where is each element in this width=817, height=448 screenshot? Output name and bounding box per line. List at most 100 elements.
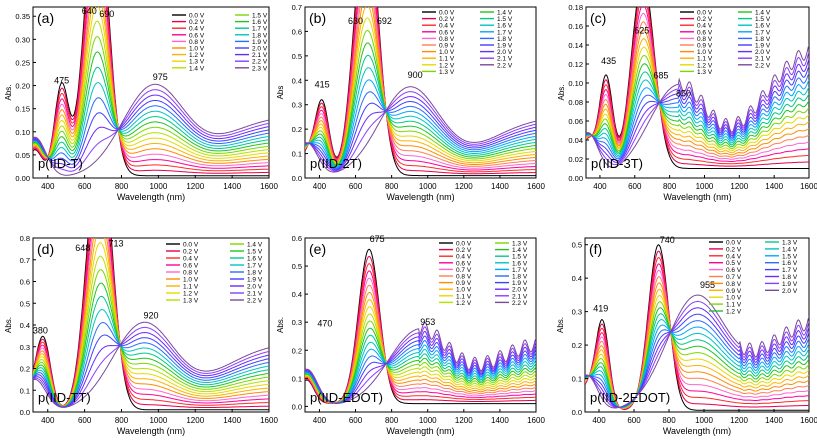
axes-frame [304,6,537,179]
peak-annotation: 675 [370,234,385,244]
spectrum-line [586,51,809,165]
spectrum-line [586,63,809,153]
legend-entry: 1.4 V [189,65,205,72]
axes-frame [32,6,270,179]
y-tick-label: 0.30 [15,35,30,44]
x-tick-label: 1000 [149,182,167,191]
legend-entry: 1.3 V [439,69,455,76]
y-tick-label: 0.10 [15,128,30,137]
legend-entry: 1.2 V [456,300,472,307]
legend-entry: 1.6 V [782,260,798,267]
legend-entry: 2.0 V [755,49,771,56]
spectrum-line [305,255,536,404]
legend-entry: 1.5 V [252,13,268,20]
legend-entry: 1.1 V [726,302,742,309]
y-tick-label: 0.05 [15,151,30,160]
y-tick-label: 0.18 [568,3,583,12]
legend-entry: 0.6 V [456,260,472,267]
curves [585,244,809,411]
x-tick-label: 1600 [527,416,545,425]
x-axis-label: Wavelength (nm) [386,192,454,202]
x-tick-label: 800 [662,416,676,425]
peak-annotation: 850 [676,88,691,98]
peak-annotation: 470 [317,318,332,328]
legend-entry: 1.2 V [439,62,455,69]
spectrum-line [33,82,269,159]
y-tick-label: 0.0 [572,408,582,417]
x-tick-label: 400 [593,182,607,191]
spectrum-line [586,46,809,152]
peak-annotation: 648 [75,243,90,253]
legend-entry: 2.0 V [252,46,268,53]
y-tick-label: 0.00 [568,174,583,183]
spectrum-line [33,321,269,408]
legend-entry: 0.4 V [726,253,742,260]
legend-entry: 1.9 V [497,43,513,50]
spectrum-line [586,79,809,157]
legend-entry: 1.7 V [782,267,798,274]
x-tick-label: 1400 [491,182,509,191]
spectrum-line [33,20,269,158]
legend-entry: 1.5 V [497,16,513,23]
spectrum-line [305,54,536,167]
spectrum-line [305,91,536,169]
curves [33,7,269,177]
legend-entry: 1.9 V [247,277,263,284]
panel-letter: (b) [309,10,326,26]
x-tick-label: 1000 [419,416,437,425]
legend-entry: 1.1 V [183,284,199,291]
y-tick-label: 0.5 [292,52,302,61]
legend-entry: 1.0 V [189,46,205,53]
legend-entry: 2.1 V [497,56,513,63]
y-tick-label: 0.06 [568,117,583,126]
spectrum-line [33,51,269,158]
x-tick-label: 1400 [491,416,509,425]
legend-entry: 0.8 V [726,281,742,288]
legend-entry: 2.2 V [252,59,268,66]
x-tick-label: 1600 [527,182,545,191]
legend-entry: 1.7 V [497,29,513,36]
spectrum-line [33,7,269,174]
panel-a: 400 600 800 1000 1200 1400 1600 0.00 0.05 0.10 0.1… [4,6,278,202]
legend-entry: 0.2 V [456,247,472,254]
x-tick-label: 400 [41,182,55,191]
y-tick-label: 0.4 [572,274,582,283]
y-axis-label: Abs. [276,317,285,333]
panel-e: 400 600 800 1000 1200 1400 1600 0.0 0.1 0.2 0.3 0.4… [276,234,545,436]
peak-annotation: 920 [143,310,158,320]
legend-entry: 1.8 V [497,36,513,43]
legend-entry: 0.0 V [697,10,713,17]
legend-entry: 0.6 V [726,267,742,274]
x-tick-label: 1000 [149,416,167,425]
y-tick-label: 0.4 [292,76,302,85]
x-tick-label: 1200 [455,416,473,425]
spectrum-line [33,295,269,408]
legend-entry: 1.5 V [247,249,263,256]
y-axis-label: Abs [276,86,285,100]
legend-entry: 1.7 V [755,29,771,36]
peak-annotation: 435 [601,56,616,66]
legend-entry: 2.0 V [247,284,263,291]
legend-entry: 1.0 V [697,49,713,56]
spectrum-line [33,7,269,162]
x-tick-label: 800 [115,182,129,191]
x-tick-label: 800 [385,416,399,425]
x-tick-label: 1000 [696,182,714,191]
x-tick-label: 400 [592,416,606,425]
y-tick-label: 0.6 [20,278,30,287]
y-tick-label: 0.0 [292,402,302,411]
y-tick-label: 0.2 [572,341,582,350]
y-tick-label: 0.6 [292,27,302,36]
spectrum-line [33,7,269,164]
polymer-label: p(IID-3T) [591,156,643,171]
panel-letter: (d) [37,241,54,257]
legend-entry: 1.0 V [183,277,199,284]
legend-entry: 1.7 V [512,267,528,274]
legend-entry: 1.6 V [497,23,513,30]
spectrum-line [33,7,269,172]
legend-entry: 1.8 V [782,274,798,281]
legend-entry: 0.2 V [189,19,205,26]
y-tick-label: 0.3 [20,343,30,352]
y-tick-label: 0.14 [568,41,583,50]
